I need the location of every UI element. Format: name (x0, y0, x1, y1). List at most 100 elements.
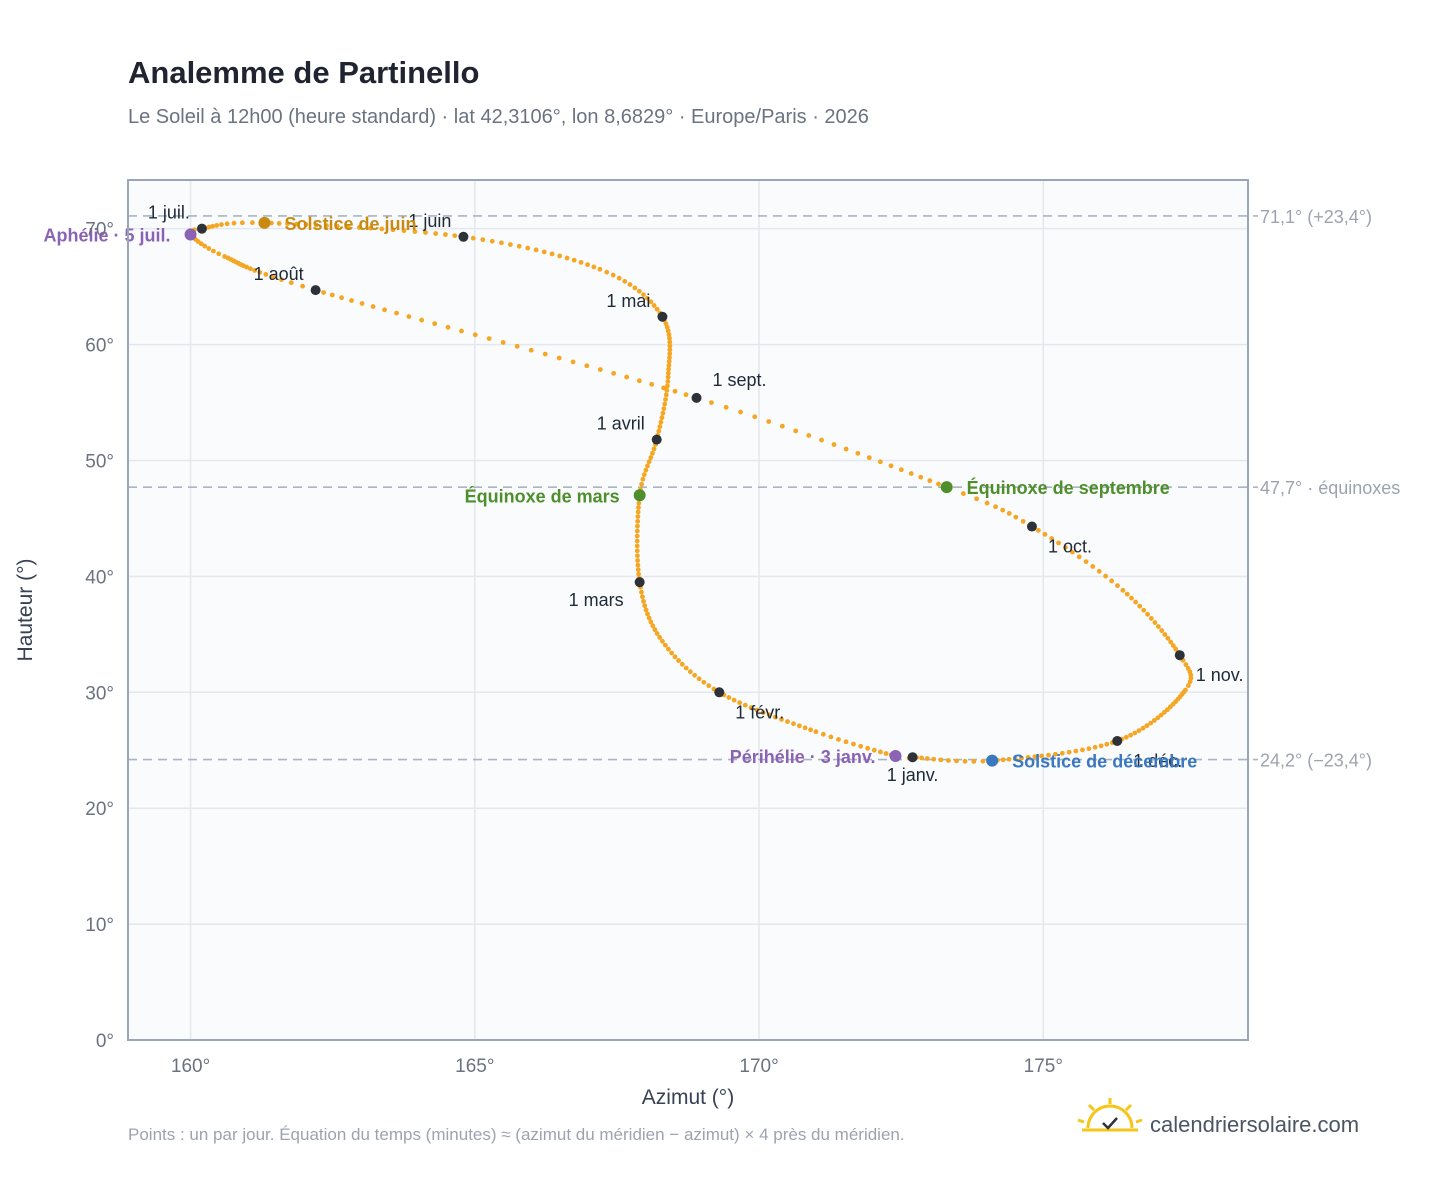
daily-point (639, 481, 644, 487)
daily-point (766, 419, 772, 424)
y-tick-label: 60° (85, 336, 114, 357)
daily-point (919, 755, 924, 761)
daily-point (636, 505, 641, 510)
daily-point (1000, 507, 1006, 513)
daily-point (666, 332, 672, 337)
daily-point (737, 700, 743, 706)
month-label: 1 oct. (1048, 537, 1092, 557)
daily-point (648, 455, 654, 460)
daily-point (1012, 756, 1018, 762)
daily-point (514, 343, 520, 349)
daily-point (793, 428, 799, 434)
daily-point (731, 697, 737, 703)
month-label: 1 nov. (1196, 665, 1244, 685)
daily-point (206, 246, 212, 251)
daily-point (657, 424, 663, 430)
daily-point (635, 567, 641, 573)
daily-point (1013, 514, 1019, 520)
daily-point (656, 428, 662, 434)
daily-point (666, 363, 672, 368)
daily-point (303, 222, 309, 227)
daily-point (636, 288, 642, 294)
daily-point (1170, 643, 1176, 648)
daily-point (650, 623, 656, 629)
daily-point (984, 500, 990, 506)
daily-point (650, 450, 655, 456)
daily-point (883, 751, 889, 756)
daily-point (443, 232, 448, 237)
daily-point (597, 266, 603, 272)
month-label: 1 avril (597, 414, 645, 434)
y-tick-label: 10° (85, 915, 114, 936)
daily-point (616, 275, 622, 281)
daily-point (1019, 755, 1024, 761)
daily-point (1115, 583, 1120, 589)
daily-point (667, 339, 673, 345)
daily-point (962, 758, 968, 764)
event-label: Équinoxe de septembre (967, 477, 1170, 498)
daily-point (692, 672, 698, 678)
daily-point (349, 298, 354, 303)
daily-point (379, 226, 385, 232)
daily-point (662, 401, 668, 407)
daily-point (252, 268, 258, 273)
daily-point (632, 285, 638, 291)
daily-point (480, 237, 486, 243)
daily-point (1159, 628, 1165, 633)
daily-point (649, 381, 655, 387)
x-tick-label: 160° (171, 1056, 210, 1077)
daily-point (843, 739, 849, 745)
daily-point (525, 245, 531, 251)
daily-point (250, 220, 255, 226)
daily-point (676, 658, 681, 663)
daily-point (231, 220, 237, 226)
month-marker (310, 285, 321, 296)
daily-point (1025, 755, 1031, 760)
daily-point (683, 665, 689, 671)
daily-point (980, 758, 986, 764)
daily-point (321, 290, 326, 295)
daily-point (1148, 616, 1154, 621)
daily-point (828, 734, 834, 740)
daily-point (651, 446, 657, 452)
daily-point (936, 481, 941, 487)
daily-point (1086, 746, 1092, 752)
daily-point (610, 272, 616, 278)
daily-point (877, 459, 883, 465)
daily-point (640, 476, 646, 482)
daily-point (1104, 741, 1110, 747)
daily-point (779, 716, 784, 722)
daily-point (508, 242, 513, 247)
month-marker (196, 223, 207, 234)
daily-point (239, 220, 245, 226)
daily-point (611, 370, 617, 376)
daily-point (641, 472, 647, 478)
daily-point (585, 262, 590, 268)
daily-point (432, 321, 438, 327)
daily-point (672, 388, 678, 394)
daily-point (489, 238, 495, 244)
daily-point (679, 661, 685, 667)
daily-point (643, 607, 649, 613)
daily-point (542, 351, 548, 357)
daily-point (643, 467, 649, 473)
daily-point (635, 562, 641, 568)
month-marker (907, 752, 918, 763)
daily-point (541, 249, 547, 255)
daily-point (806, 433, 812, 438)
daily-point (871, 747, 877, 753)
daily-point (1090, 564, 1096, 569)
daily-point (1129, 595, 1134, 601)
month-marker (458, 231, 469, 242)
event-marker (633, 489, 646, 502)
daily-point (640, 594, 645, 600)
daily-point (665, 328, 671, 334)
daily-point (216, 251, 222, 257)
daily-point (665, 646, 671, 652)
month-label: 1 juin (408, 211, 451, 231)
daily-point (908, 471, 914, 476)
daily-point (276, 220, 282, 226)
daily-point (1073, 748, 1079, 754)
daily-point (401, 228, 407, 234)
